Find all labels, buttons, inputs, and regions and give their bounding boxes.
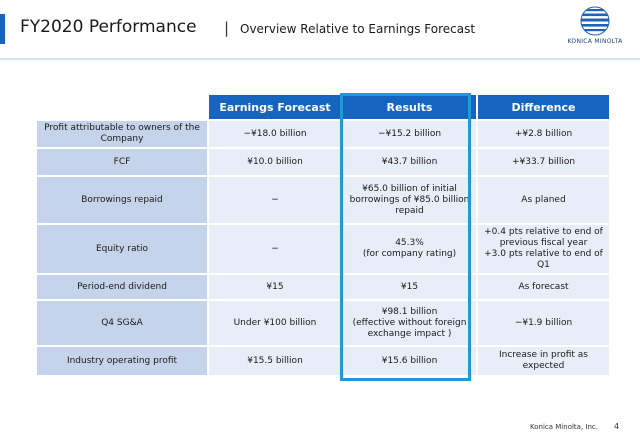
row-label: Equity ratio: [37, 225, 207, 273]
row-label: Borrowings repaid: [37, 177, 207, 223]
column-header-results: Results: [343, 95, 476, 119]
row-label: Industry operating profit: [37, 347, 207, 375]
header-blank-cell: [37, 95, 207, 119]
slide-title: FY2020 Performance: [20, 17, 197, 37]
logo-wordmark: KONICA MINOLTA: [567, 38, 623, 45]
table-row: Profit attributable to owners of the Com…: [37, 121, 609, 147]
forecast-cell: −: [209, 225, 341, 273]
table-row: Q4 SG&A Under ¥100 billion ¥98.1 billion…: [37, 301, 609, 345]
difference-cell: +0.4 pts relative to end of previous fis…: [478, 225, 609, 273]
footer-company: Konica Minolta, Inc.: [530, 423, 598, 431]
results-cell: −¥15.2 billion: [343, 121, 476, 147]
slide-header: FY2020 Performance | Overview Relative t…: [0, 0, 640, 60]
column-header-forecast: Earnings Forecast: [209, 95, 341, 119]
table-row: Period-end dividend ¥15 ¥15 As forecast: [37, 275, 609, 299]
company-logo: KONICA MINOLTA: [560, 6, 630, 52]
title-accent-bar: [0, 14, 5, 44]
results-cell: ¥65.0 billion of initial borrowings of ¥…: [343, 177, 476, 223]
forecast-cell: ¥15: [209, 275, 341, 299]
slide-subtitle: Overview Relative to Earnings Forecast: [240, 22, 476, 36]
results-cell: ¥15.6 billion: [343, 347, 476, 375]
results-cell: 45.3% (for company rating): [343, 225, 476, 273]
row-label: Profit attributable to owners of the Com…: [37, 121, 207, 147]
difference-cell: As forecast: [478, 275, 609, 299]
results-cell: ¥15: [343, 275, 476, 299]
forecast-cell: Under ¥100 billion: [209, 301, 341, 345]
column-header-difference: Difference: [478, 95, 609, 119]
difference-cell: +¥33.7 billion: [478, 149, 609, 175]
table-row: Industry operating profit ¥15.5 billion …: [37, 347, 609, 375]
forecast-cell: −¥18.0 billion: [209, 121, 341, 147]
performance-table: Earnings Forecast Results Difference Pro…: [35, 93, 611, 377]
row-label: Q4 SG&A: [37, 301, 207, 345]
table-row: Borrowings repaid − ¥65.0 billion of ini…: [37, 177, 609, 223]
header-divider: [0, 58, 640, 60]
title-separator: |: [224, 19, 230, 37]
table-header-row: Earnings Forecast Results Difference: [37, 95, 609, 119]
results-cell: ¥43.7 billion: [343, 149, 476, 175]
table-row: Equity ratio − 45.3% (for company rating…: [37, 225, 609, 273]
globe-logo-icon: [580, 6, 610, 36]
forecast-cell: ¥15.5 billion: [209, 347, 341, 375]
page-number: 4: [614, 422, 620, 431]
difference-cell: Increase in profit as expected: [478, 347, 609, 375]
difference-cell: As planed: [478, 177, 609, 223]
difference-cell: −¥1.9 billion: [478, 301, 609, 345]
table-row: FCF ¥10.0 billion ¥43.7 billion +¥33.7 b…: [37, 149, 609, 175]
row-label: Period-end dividend: [37, 275, 207, 299]
row-label: FCF: [37, 149, 207, 175]
forecast-cell: ¥10.0 billion: [209, 149, 341, 175]
results-cell: ¥98.1 billion (effective without foreign…: [343, 301, 476, 345]
difference-cell: +¥2.8 billion: [478, 121, 609, 147]
forecast-cell: −: [209, 177, 341, 223]
